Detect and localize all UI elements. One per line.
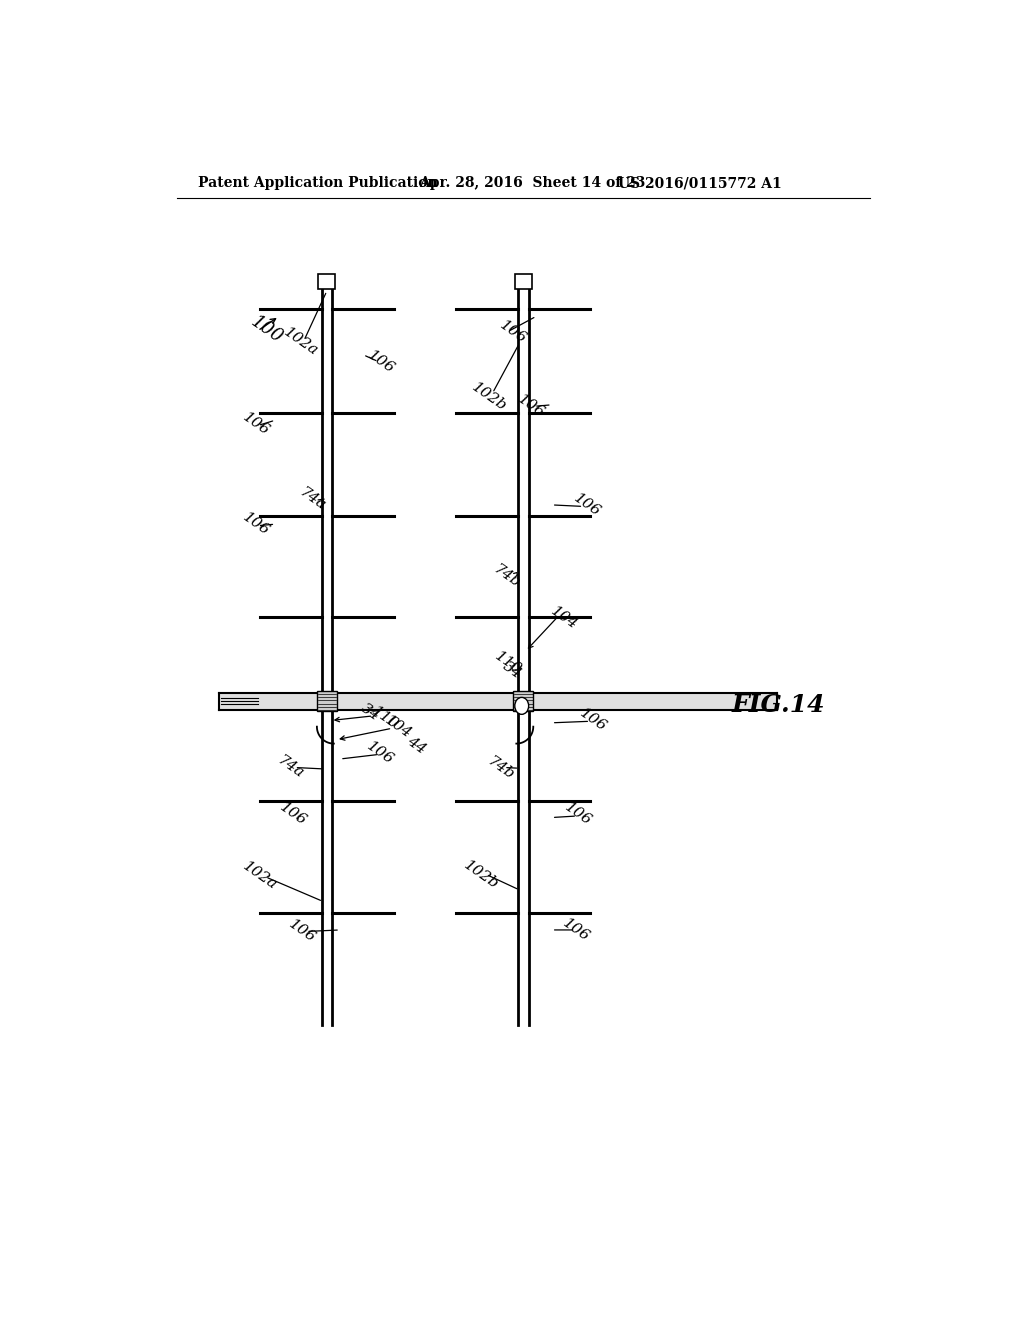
Text: 34: 34 [500, 659, 524, 681]
Text: 102b: 102b [469, 380, 509, 414]
Text: 102b: 102b [462, 858, 502, 891]
Bar [513, 692, 534, 711]
Text: 74a: 74a [296, 484, 328, 512]
Text: 110: 110 [370, 704, 401, 733]
Text: 106: 106 [571, 491, 603, 519]
Text: 104: 104 [382, 713, 415, 741]
Text: 34: 34 [357, 701, 382, 723]
Bar [316, 692, 337, 711]
Text: 106: 106 [241, 411, 272, 438]
Text: 102a: 102a [241, 859, 281, 892]
Text: 106: 106 [241, 510, 272, 539]
Text: 100: 100 [248, 312, 286, 347]
Text: 110: 110 [493, 648, 524, 677]
Ellipse shape [515, 697, 528, 714]
Text: 106: 106 [364, 739, 396, 767]
Text: 44: 44 [403, 734, 428, 756]
Text: Apr. 28, 2016  Sheet 14 of 23: Apr. 28, 2016 Sheet 14 of 23 [419, 176, 646, 190]
Text: 106: 106 [578, 706, 609, 735]
Text: 106: 106 [562, 800, 594, 829]
Text: 106: 106 [497, 318, 529, 346]
Text: Patent Application Publication: Patent Application Publication [199, 176, 438, 190]
Bar [318, 275, 336, 289]
Text: 106: 106 [366, 348, 397, 376]
Text: 106: 106 [286, 917, 318, 945]
Text: 106: 106 [560, 916, 592, 944]
Text: 104: 104 [549, 605, 581, 632]
Bar [219, 693, 777, 710]
Text: 74b: 74b [490, 561, 522, 590]
Text: FIG.14: FIG.14 [731, 693, 824, 717]
Text: 102a: 102a [282, 325, 321, 359]
Text: US 2016/0115772 A1: US 2016/0115772 A1 [617, 176, 781, 190]
Text: 106: 106 [276, 800, 309, 829]
Text: 74b: 74b [484, 754, 517, 783]
Bar [515, 275, 531, 289]
Text: 106: 106 [515, 392, 548, 421]
Text: 74a: 74a [274, 752, 306, 780]
